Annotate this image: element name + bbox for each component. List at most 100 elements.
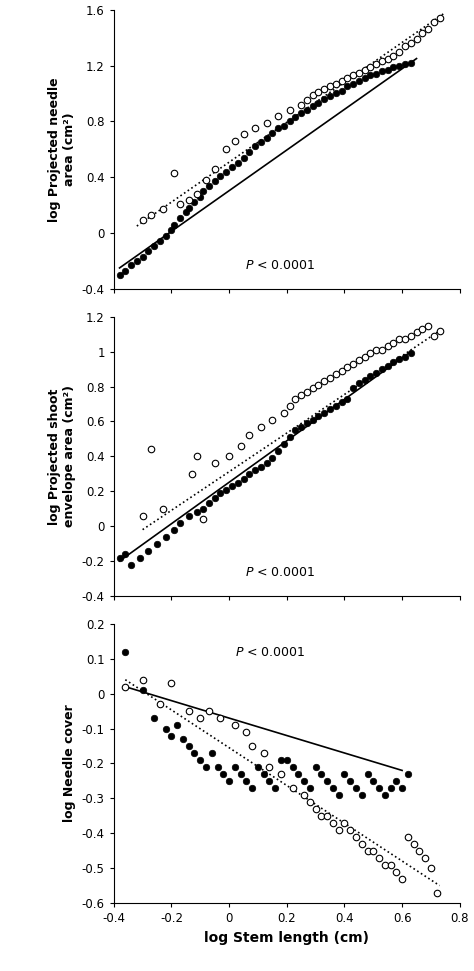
Point xyxy=(280,117,288,133)
Point xyxy=(260,745,267,760)
Point xyxy=(231,759,238,775)
Point xyxy=(217,486,224,501)
Point xyxy=(294,766,302,782)
Point xyxy=(185,738,192,753)
Point xyxy=(145,244,152,259)
Point xyxy=(286,102,293,117)
Point xyxy=(168,676,175,691)
Point xyxy=(185,703,192,719)
Point xyxy=(395,332,403,348)
Point xyxy=(246,145,253,160)
Point xyxy=(375,780,383,795)
Point xyxy=(355,376,363,391)
Point xyxy=(315,409,322,424)
Point xyxy=(300,773,308,788)
Text: $\it{P}$ < 0.0001: $\it{P}$ < 0.0001 xyxy=(245,259,316,272)
Point xyxy=(116,550,123,565)
Point xyxy=(410,836,418,852)
Point xyxy=(145,543,152,558)
Point xyxy=(303,102,311,117)
Point xyxy=(188,466,195,482)
Point xyxy=(404,766,411,782)
Point xyxy=(277,766,285,782)
Point xyxy=(196,711,204,726)
Point xyxy=(390,354,397,370)
Point xyxy=(162,228,169,244)
Point xyxy=(159,202,166,218)
Point xyxy=(326,88,334,104)
Point xyxy=(378,361,386,377)
Point xyxy=(430,328,438,344)
Point xyxy=(263,130,270,146)
Point xyxy=(323,808,331,823)
Point xyxy=(387,780,394,795)
Y-axis label: log Projected shoot
envelope area (cm²): log Projected shoot envelope area (cm²) xyxy=(48,385,76,527)
Point xyxy=(392,864,400,880)
Point xyxy=(390,335,397,351)
Point xyxy=(335,822,342,838)
Point xyxy=(196,189,204,205)
Point xyxy=(369,773,377,788)
Point xyxy=(300,787,308,803)
Point xyxy=(303,416,311,431)
Point xyxy=(292,110,299,125)
Point xyxy=(257,419,264,434)
Point xyxy=(366,68,374,84)
Point xyxy=(234,475,242,490)
Point xyxy=(217,711,224,726)
Point xyxy=(139,249,146,264)
Point xyxy=(196,753,204,768)
Point xyxy=(312,759,319,775)
Point xyxy=(433,885,440,900)
Point xyxy=(185,508,192,523)
Point xyxy=(127,257,135,273)
Point xyxy=(416,843,423,858)
Point xyxy=(211,455,219,471)
Point xyxy=(378,53,386,69)
Point xyxy=(240,126,247,142)
Point xyxy=(421,850,429,865)
Point xyxy=(289,759,296,775)
Point xyxy=(176,196,184,212)
Point xyxy=(222,164,230,180)
Point xyxy=(401,332,409,348)
Point xyxy=(436,323,443,339)
Point xyxy=(153,536,161,552)
Point xyxy=(217,168,224,184)
Point xyxy=(361,70,368,85)
Point xyxy=(248,780,256,795)
Point xyxy=(133,253,141,269)
Point xyxy=(240,471,247,486)
Point xyxy=(358,836,365,852)
Point xyxy=(346,773,354,788)
Point xyxy=(352,780,360,795)
Point xyxy=(228,479,236,494)
Point xyxy=(332,367,339,383)
Point xyxy=(265,759,273,775)
Point xyxy=(116,267,123,283)
Point xyxy=(320,82,328,97)
Point xyxy=(320,374,328,389)
Point xyxy=(297,97,305,113)
Point xyxy=(274,108,282,123)
Point xyxy=(303,92,311,108)
Point xyxy=(121,263,129,279)
Point xyxy=(424,21,432,37)
Point xyxy=(171,521,178,537)
Point xyxy=(211,490,219,506)
Point xyxy=(344,359,351,375)
Point xyxy=(364,766,371,782)
Text: $\it{P}$ < 0.0001: $\it{P}$ < 0.0001 xyxy=(235,647,305,659)
X-axis label: log Stem length (cm): log Stem length (cm) xyxy=(204,930,369,945)
Point xyxy=(277,753,285,768)
Point xyxy=(349,356,357,372)
Y-axis label: log Projected needle
area (cm²): log Projected needle area (cm²) xyxy=(48,77,76,221)
Point xyxy=(373,56,380,72)
Point xyxy=(234,155,242,171)
Point xyxy=(185,192,192,208)
Point xyxy=(237,766,245,782)
Point xyxy=(286,114,293,129)
Point xyxy=(413,31,420,47)
Point xyxy=(280,405,288,420)
Point xyxy=(251,139,259,154)
